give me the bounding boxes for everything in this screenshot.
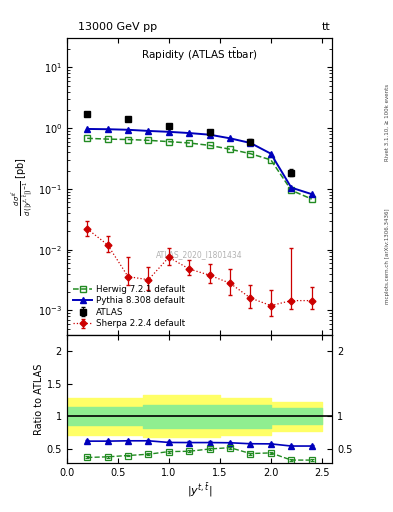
Pythia 8.308 default xyxy=(228,135,232,141)
Herwig 7.2.1 default xyxy=(146,137,151,143)
Text: ATLAS_2020_I1801434: ATLAS_2020_I1801434 xyxy=(156,250,243,259)
Pythia 8.308 default xyxy=(167,129,171,135)
Pythia 8.308 default xyxy=(126,126,130,133)
Text: 13000 GeV pp: 13000 GeV pp xyxy=(78,22,158,32)
Pythia 8.308 default xyxy=(309,191,314,197)
Pythia 8.308 default xyxy=(85,126,90,132)
Herwig 7.2.1 default xyxy=(187,140,192,146)
Herwig 7.2.1 default xyxy=(228,146,232,152)
Pythia 8.308 default xyxy=(248,140,253,146)
Pythia 8.308 default xyxy=(207,132,212,138)
X-axis label: $|y^{t,\bar{t}}|$: $|y^{t,\bar{t}}|$ xyxy=(187,481,212,499)
Pythia 8.308 default xyxy=(268,151,273,157)
Pythia 8.308 default xyxy=(289,184,294,190)
Text: tt: tt xyxy=(321,22,330,32)
Y-axis label: Ratio to ATLAS: Ratio to ATLAS xyxy=(34,364,44,435)
Herwig 7.2.1 default xyxy=(167,139,171,145)
Y-axis label: $\frac{d\,\sigma^{t\bar{t}}}{d\,(|y^{t,\bar{t}}|)^{-1}}$ [pb]: $\frac{d\,\sigma^{t\bar{t}}}{d\,(|y^{t,\… xyxy=(11,157,35,216)
Pythia 8.308 default xyxy=(105,126,110,132)
Line: Herwig 7.2.1 default: Herwig 7.2.1 default xyxy=(84,135,315,202)
Pythia 8.308 default xyxy=(146,128,151,134)
Herwig 7.2.1 default xyxy=(309,196,314,202)
Herwig 7.2.1 default xyxy=(268,157,273,163)
Herwig 7.2.1 default xyxy=(289,187,294,194)
Herwig 7.2.1 default xyxy=(248,151,253,157)
Pythia 8.308 default xyxy=(187,130,192,136)
Herwig 7.2.1 default xyxy=(105,136,110,142)
Text: Rivet 3.1.10, ≥ 100k events: Rivet 3.1.10, ≥ 100k events xyxy=(385,84,390,161)
Herwig 7.2.1 default xyxy=(85,135,90,141)
Text: mcplots.cern.ch [arXiv:1306.3436]: mcplots.cern.ch [arXiv:1306.3436] xyxy=(385,208,390,304)
Legend: Herwig 7.2.1 default, Pythia 8.308 default, ATLAS, Sherpa 2.2.4 default: Herwig 7.2.1 default, Pythia 8.308 defau… xyxy=(71,283,187,330)
Text: Rapidity (ATLAS t$\bar{\mathrm{t}}$bar): Rapidity (ATLAS t$\bar{\mathrm{t}}$bar) xyxy=(141,47,258,63)
Line: Pythia 8.308 default: Pythia 8.308 default xyxy=(84,126,315,197)
Herwig 7.2.1 default xyxy=(126,136,130,142)
Herwig 7.2.1 default xyxy=(207,142,212,148)
